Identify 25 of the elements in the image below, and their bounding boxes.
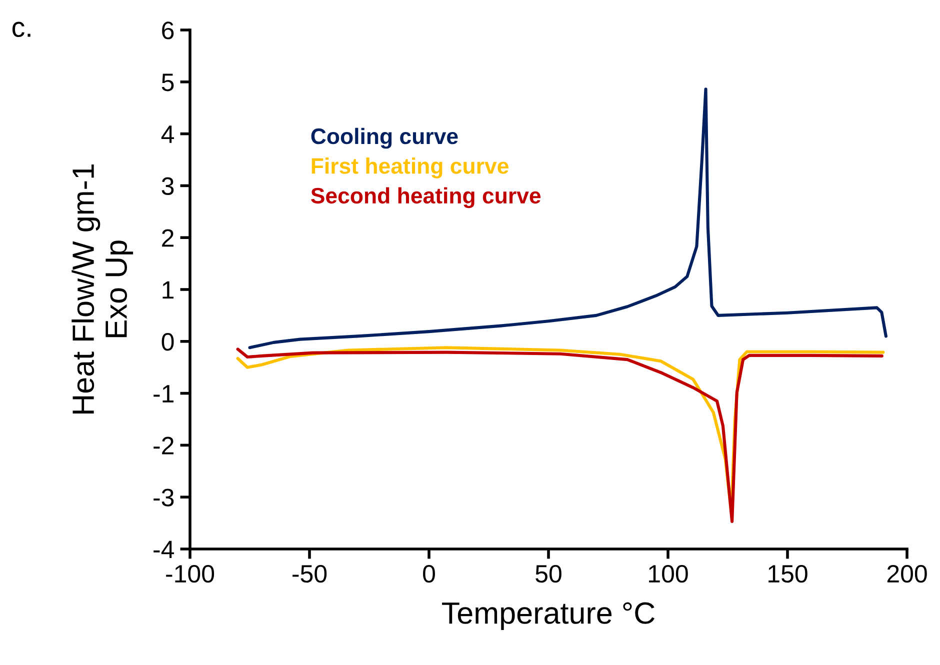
x-tick-label: -50 <box>292 564 327 583</box>
y-tick-label: 5 <box>162 74 174 92</box>
x-tick-label: 0 <box>423 564 435 583</box>
text: Cooling curve <box>311 128 458 149</box>
y-tick-label: -2 <box>154 436 174 454</box>
text: c. <box>12 22 30 38</box>
x-tick-label: 200 <box>887 564 927 583</box>
x-tick-label: 100 <box>649 564 688 583</box>
y-tick-label: 6 <box>162 22 174 40</box>
y-tick-label: -3 <box>154 488 174 506</box>
y-tick-label: 3 <box>162 177 174 196</box>
x-tick-label: 150 <box>768 564 808 583</box>
x-tick-label: -100 <box>166 564 214 583</box>
x-axis-title: Temperature °C <box>442 602 654 630</box>
y-tick-label: 1 <box>162 281 174 299</box>
y-axis-title: Heat Flow/W gm-1 Exo Up <box>72 164 134 414</box>
text: First heating curve <box>312 158 508 178</box>
y-tick-label: -4 <box>154 540 174 558</box>
text: Second heating curve <box>311 187 541 208</box>
y-tick-label: 2 <box>162 229 174 247</box>
y-tick-label: 4 <box>161 126 174 143</box>
y-tick-label: -1 <box>154 385 174 402</box>
x-tick-label: 50 <box>536 564 562 583</box>
y-tick-label: 0 <box>162 333 174 351</box>
line-series <box>248 88 888 350</box>
